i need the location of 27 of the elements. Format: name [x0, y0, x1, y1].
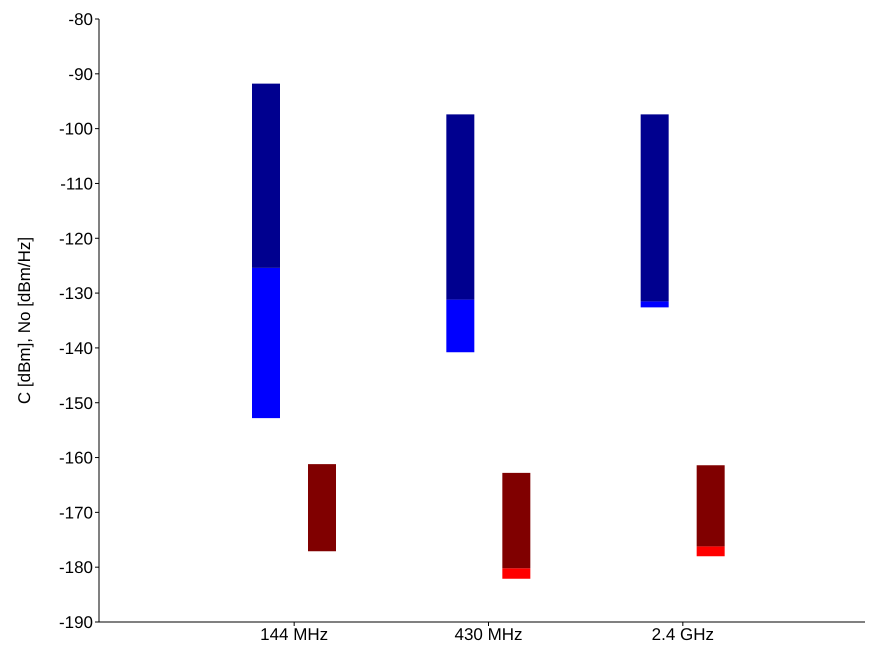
y-tick-label: -180 [58, 558, 93, 578]
bar [252, 268, 280, 418]
y-tick-label: -160 [58, 448, 93, 468]
y-tick-label: -80 [68, 10, 93, 30]
y-tick-label: -170 [58, 503, 93, 522]
x-tick-label: 144 MHz [260, 625, 328, 644]
y-axis-title: C [dBm], No [dBm/Hz] [15, 236, 34, 404]
y-tick-label: -130 [58, 284, 93, 304]
bar [502, 568, 530, 579]
y-tick-label: -150 [58, 394, 93, 413]
y-tick-label: -190 [58, 613, 93, 632]
bar [308, 464, 336, 552]
y-tick-label: -100 [58, 120, 93, 139]
y-tick-label: -110 [60, 174, 93, 194]
bar [696, 546, 725, 556]
bar [446, 114, 474, 300]
bar [696, 465, 725, 546]
x-tick-label: 430 MHz [454, 625, 523, 644]
bar [640, 114, 669, 302]
y-tick-label: -140 [58, 338, 93, 358]
y-tick-label: -120 [58, 229, 93, 248]
bar [502, 472, 530, 568]
bar [446, 300, 474, 352]
bar [252, 84, 280, 268]
y-tick-label: -90 [68, 64, 93, 84]
bar [640, 301, 669, 308]
x-tick-label: 2.4 GHz [652, 625, 714, 644]
